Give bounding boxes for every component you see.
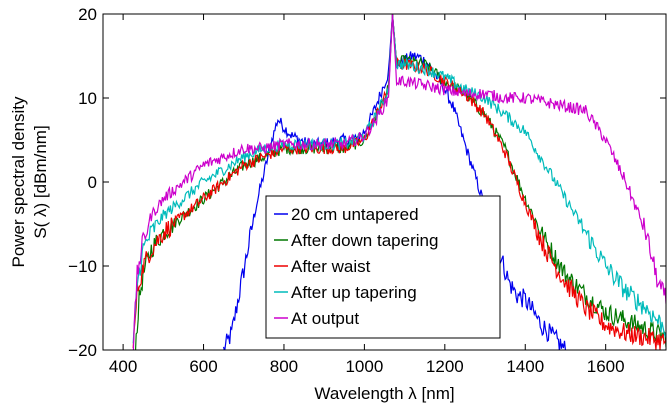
x-tick-label: 1000: [345, 357, 383, 376]
x-tick-label: 400: [109, 357, 137, 376]
series-line-4: [132, 14, 666, 350]
series-line-3: [132, 14, 666, 344]
legend-label: After up tapering: [291, 283, 417, 302]
x-axis-title: Wavelength λ [nm]: [314, 384, 454, 403]
legend: 20 cm untapered After down tapering After …: [265, 195, 501, 339]
y-tick-label: −20: [68, 341, 97, 360]
x-tick-label: 800: [270, 357, 298, 376]
series-layer: [132, 14, 666, 350]
y-axis-title-line1: Power spectral density: [9, 96, 28, 268]
y-tick-label: 20: [78, 5, 97, 24]
x-axis: 400 600 800 1000 1200 1400 1600: [109, 14, 625, 376]
x-tick-label: 600: [189, 357, 217, 376]
y-axis-title-line2: S( λ) [dBm/nm]: [31, 125, 50, 238]
y-tick-label: 10: [78, 89, 97, 108]
x-tick-label: 1200: [426, 357, 464, 376]
y-tick-label: 0: [88, 173, 97, 192]
legend-label: After down tapering: [291, 231, 438, 250]
legend-box: [265, 195, 501, 339]
y-axis: −20 −10 0 10 20: [68, 5, 666, 360]
legend-label: 20 cm untapered: [291, 205, 419, 224]
legend-label: After waist: [291, 257, 371, 276]
legend-label: At output: [291, 309, 359, 328]
x-tick-label: 1400: [506, 357, 544, 376]
x-tick-label: 1600: [587, 357, 625, 376]
y-tick-label: −10: [68, 257, 97, 276]
